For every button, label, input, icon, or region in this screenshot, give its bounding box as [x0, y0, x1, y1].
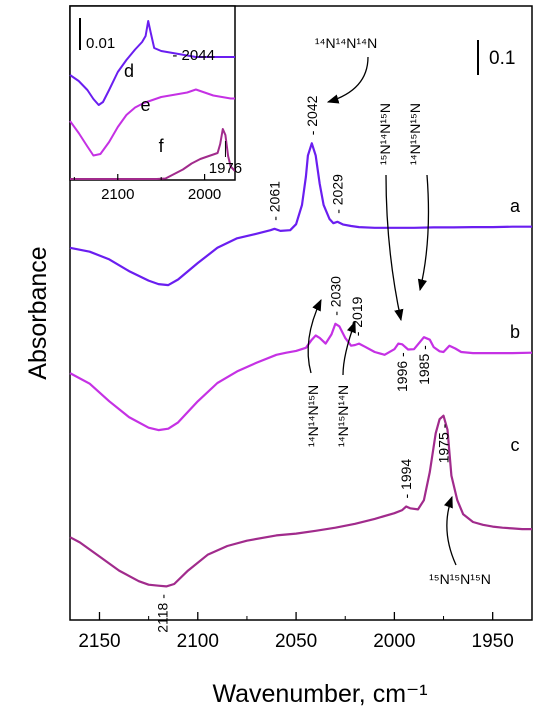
inset-series-line-e — [69, 88, 235, 157]
species-label-151515: ¹⁵N¹⁵N¹⁵N — [429, 571, 491, 587]
x-tick-label: 2000 — [373, 631, 415, 652]
y-axis-title: Absorbance — [24, 246, 52, 379]
peak-label-a-2061: - 2061 — [267, 181, 283, 221]
peak-label-c-2118: 2118 - — [154, 594, 170, 633]
inset-trace-label-d: d — [124, 61, 134, 81]
x-tick-label: 2150 — [78, 631, 120, 652]
inset-traces — [69, 20, 236, 180]
inset-scale-bar: 0.01 — [79, 18, 115, 52]
plot-frame — [69, 5, 533, 621]
scale-bar-label: 0.1 — [489, 48, 515, 69]
peak-label-b-2019: - 2019 — [349, 296, 365, 336]
species-label-151415: ¹⁵N¹⁴N¹⁵N — [377, 103, 393, 165]
main-traces — [69, 142, 533, 588]
inset-peak-labels: - 2044 1976 — [172, 47, 242, 177]
inset-peak-label-1976: 1976 — [209, 160, 242, 177]
inset: 2100 2000 - 2044 1976 de f 0.01 — [69, 5, 242, 203]
series-line-c — [69, 414, 532, 588]
inset-trace-label-e: e — [141, 95, 151, 115]
peak-label-b-1985: 1985 - — [416, 345, 432, 385]
inset-frame — [69, 5, 236, 181]
peak-label-a-2042: - 2042 — [304, 95, 320, 135]
series-line-a — [69, 142, 532, 287]
trace-letters: a b c — [510, 196, 521, 455]
x-axis-title: Wavenumber, cm⁻¹ — [212, 680, 427, 708]
inset-trace-label-f: f — [159, 136, 165, 156]
species-annotations: ¹⁴N¹⁴N¹⁴N ¹⁵N¹⁴N¹⁵N ¹⁴N¹⁵N¹⁵N ¹⁴N¹⁴N¹⁵N … — [305, 35, 491, 587]
inset-scale-bar-label: 0.01 — [86, 35, 115, 52]
inset-series-line-f — [70, 128, 236, 180]
species-label-141514: ¹⁴N¹⁵N¹⁴N — [335, 385, 351, 447]
peak-labels: - 2061 - 2042 - 2029 - 2030 - 2019 1996 - 1985… — [154, 95, 451, 632]
inset-series-line-d — [69, 20, 235, 106]
peak-label-a-2029: - 2029 — [329, 174, 345, 214]
trace-label-c: c — [511, 435, 520, 455]
species-label-141515: ¹⁴N¹⁵N¹⁵N — [407, 103, 423, 165]
inset-trace-letters: de f — [124, 61, 165, 156]
peak-label-b-2030: - 2030 — [327, 276, 343, 316]
peak-label-c-1975: 1975 - — [436, 423, 452, 463]
inset-x-tick-label: 2000 — [188, 186, 221, 203]
trace-label-b: b — [510, 322, 520, 342]
inset-x-ticks: 2100 2000 — [73, 174, 221, 203]
inset-peak-label-2044: - 2044 — [172, 47, 215, 64]
species-label-141415: ¹⁴N¹⁴N¹⁵N — [305, 385, 321, 447]
x-tick-label: 2050 — [275, 631, 317, 652]
peak-label-b-1996: 1996 - — [394, 352, 410, 392]
series-line-b — [69, 322, 533, 432]
x-tick-label: 2100 — [177, 631, 219, 652]
peak-label-c-1994: - 1994 — [398, 459, 414, 499]
scale-bar: 0.1 — [477, 40, 515, 75]
trace-label-a: a — [510, 196, 521, 216]
x-axis-ticks: 2150 2100 2050 2000 1950 — [78, 612, 514, 652]
species-label-141414: ¹⁴N¹⁴N¹⁴N — [315, 35, 377, 51]
x-tick-label: 1950 — [472, 631, 514, 652]
inset-x-tick-label: 2100 — [101, 186, 134, 203]
